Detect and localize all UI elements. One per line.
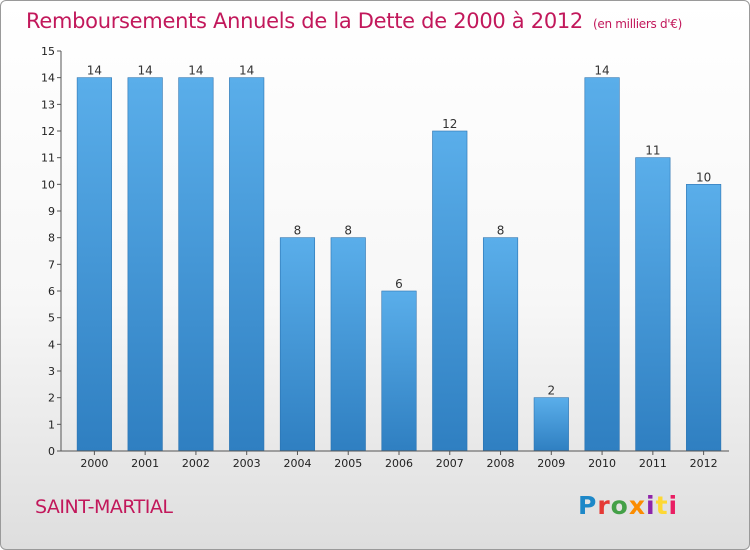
value-label-2000: 14 (87, 64, 102, 78)
value-label-2005: 8 (344, 224, 352, 238)
bar-2001 (127, 77, 163, 452)
x-tick-label-2000: 2000 (80, 457, 108, 470)
commune-name: SAINT-MARTIAL (35, 496, 173, 518)
x-tick-label-2005: 2005 (334, 457, 362, 470)
x-tick-label-2004: 2004 (283, 457, 311, 470)
x-tick-label-2006: 2006 (385, 457, 413, 470)
x-tick-label-2008: 2008 (487, 457, 515, 470)
value-label-2001: 14 (138, 64, 153, 78)
value-label-2003: 14 (239, 64, 254, 78)
chart-unit: (en milliers d'€) (593, 17, 683, 31)
y-tick-label: 10 (41, 178, 55, 191)
proxiti-logo[interactable]: Proxiti (578, 491, 678, 520)
x-axis: 2000 2001 2002 2003 2004 2005 2006 2007 2008 2009… (61, 450, 729, 470)
bar-2010 (584, 77, 620, 452)
x-tick-label-2001: 2001 (131, 457, 159, 470)
bar-2005 (330, 237, 366, 452)
logo-letter: t (655, 491, 669, 520)
value-label-2011: 11 (645, 144, 660, 158)
value-label-2008: 8 (497, 224, 505, 238)
bar-2000 (76, 77, 112, 452)
bar-2004 (279, 237, 316, 452)
bar-2008 (482, 237, 519, 452)
bar-2002 (178, 77, 214, 452)
x-tick-label-2012: 2012 (690, 457, 718, 470)
logo-letter: i (646, 491, 656, 520)
logo-letter: o (610, 491, 629, 520)
value-label-2004: 8 (294, 224, 302, 238)
y-tick-label: 7 (48, 258, 55, 271)
y-tick-label: 5 (48, 312, 55, 325)
bar-2007 (432, 130, 468, 452)
y-tick-label: 13 (41, 98, 55, 111)
y-tick-label: 12 (41, 125, 55, 138)
x-tick-label-2009: 2009 (537, 457, 565, 470)
bars: 14 14 14 14 8 8 6 12 8 2 14 11 10 (76, 64, 722, 452)
logo-letter: x (628, 491, 646, 520)
bar-2011 (635, 157, 671, 452)
y-tick-label: 1 (48, 418, 55, 431)
x-tick-label-2011: 2011 (639, 457, 667, 470)
y-tick-label: 15 (41, 45, 55, 58)
bar-2009 (533, 397, 569, 452)
x-tick-label-2003: 2003 (233, 457, 261, 470)
value-label-2012: 10 (696, 170, 711, 184)
chart-title: Remboursements Annuels de la Dette de 20… (26, 9, 682, 33)
y-tick-label: 6 (48, 285, 55, 298)
x-tick-label-2007: 2007 (436, 457, 464, 470)
y-tick-label: 11 (41, 152, 55, 165)
value-label-2009: 2 (547, 384, 555, 398)
y-tick-label: 14 (41, 72, 55, 85)
value-label-2006: 6 (395, 277, 403, 291)
value-label-2002: 14 (188, 64, 203, 78)
y-tick-label: 2 (48, 392, 55, 405)
y-tick-label: 3 (48, 365, 55, 378)
x-tick-label-2010: 2010 (588, 457, 616, 470)
value-label-2010: 14 (594, 64, 609, 78)
y-tick-label: 0 (48, 445, 55, 458)
bar-2006 (381, 290, 417, 452)
value-label-2007: 12 (442, 117, 457, 131)
bar-2003 (229, 77, 265, 452)
y-tick-label: 4 (48, 338, 55, 351)
y-tick-label: 9 (48, 205, 55, 218)
logo-letter: P (578, 491, 598, 520)
x-tick-label-2002: 2002 (182, 457, 210, 470)
bar-2012 (686, 184, 722, 452)
y-tick-label: 8 (48, 232, 55, 245)
logo-letter: i (668, 491, 679, 520)
logo-letter: r (597, 491, 611, 520)
chart-title-text: Remboursements Annuels de la Dette de 20… (26, 9, 583, 33)
